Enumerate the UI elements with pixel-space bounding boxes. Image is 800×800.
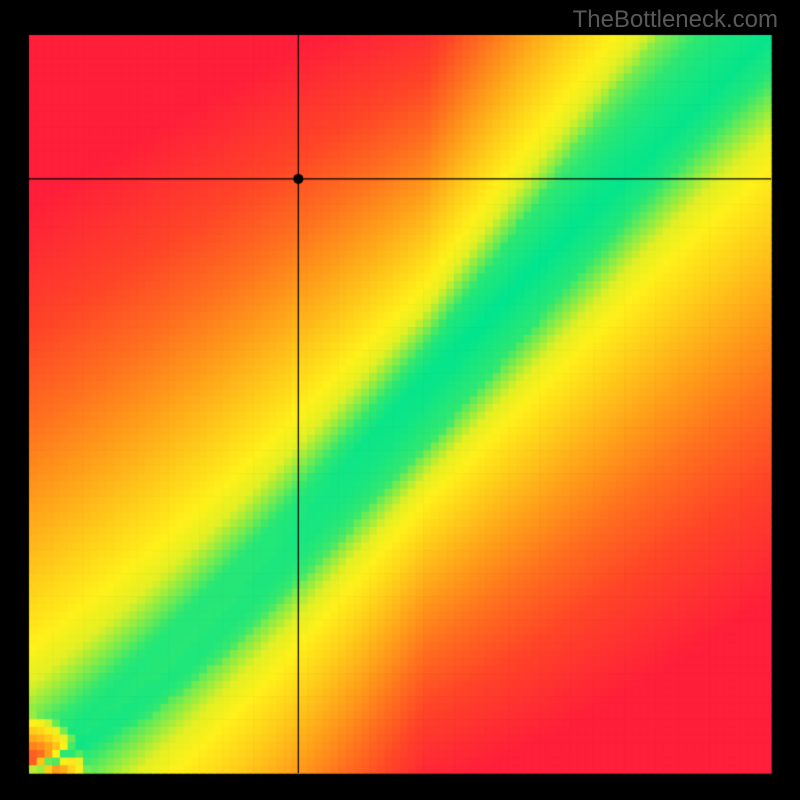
bottleneck-heatmap [0, 0, 800, 800]
watermark-text: TheBottleneck.com [573, 6, 778, 34]
